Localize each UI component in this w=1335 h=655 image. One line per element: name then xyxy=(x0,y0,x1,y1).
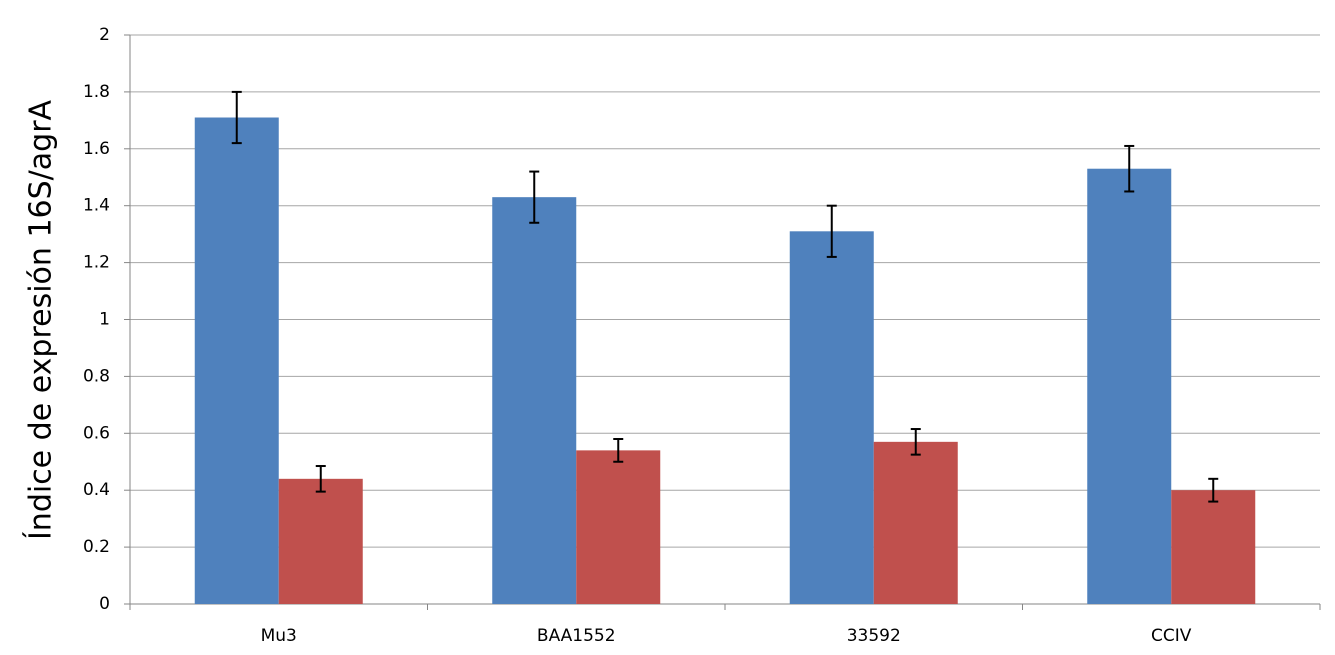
error-bar xyxy=(315,465,326,493)
x-tick-label: CCIV xyxy=(1151,626,1192,646)
bar xyxy=(492,197,577,605)
error-bar xyxy=(613,437,624,463)
error-bar xyxy=(1124,144,1135,193)
error-bar xyxy=(910,428,921,456)
y-tick-label: 0.4 xyxy=(83,480,110,500)
bar xyxy=(1087,168,1172,604)
y-tick-label: 1.8 xyxy=(83,82,110,102)
y-tick-label: 1.6 xyxy=(83,139,110,159)
y-tick-label: 0.6 xyxy=(83,423,110,443)
error-bar xyxy=(529,170,540,224)
x-tick-label: BAA1552 xyxy=(537,626,616,646)
bar xyxy=(1171,490,1256,604)
error-bar xyxy=(1208,477,1219,503)
y-tick-label: 0.2 xyxy=(83,537,110,557)
y-tick-label: 1.4 xyxy=(83,196,110,216)
y-tick-label: 2 xyxy=(99,25,110,45)
y-tick-label: 0 xyxy=(99,594,110,614)
bar xyxy=(194,117,279,604)
bar xyxy=(873,441,958,604)
y-tick-label: 1.2 xyxy=(83,253,110,273)
y-tick-label: 1 xyxy=(99,310,110,330)
y-axis-label: Índice de expresión 16S/agrA xyxy=(23,99,59,540)
y-tick-label: 0.8 xyxy=(83,366,110,386)
bar xyxy=(789,231,874,604)
bar xyxy=(576,450,661,604)
bar xyxy=(278,478,363,604)
error-bar xyxy=(231,90,242,145)
x-tick-label: 33592 xyxy=(847,626,901,646)
error-bar xyxy=(826,204,837,258)
x-tick-label: Mu3 xyxy=(261,626,297,646)
